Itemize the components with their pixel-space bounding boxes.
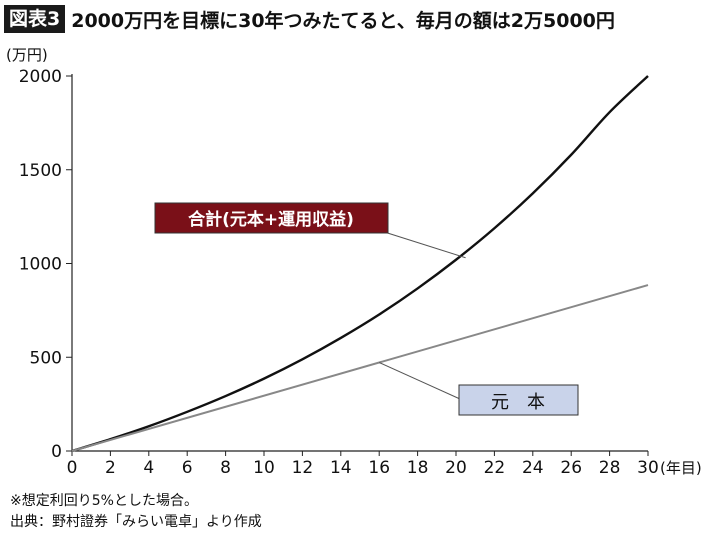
y-tick-label: 0 xyxy=(51,442,62,462)
x-tick-label: 16 xyxy=(368,458,390,478)
x-tick-label: 28 xyxy=(599,458,621,478)
series-line-1 xyxy=(71,284,649,452)
y-axis-unit-label: (万円) xyxy=(6,46,48,64)
x-tick-label: 4 xyxy=(143,458,154,478)
chart-title: 2000万円を目標に30年つみたてると、毎月の額は2万5000円 xyxy=(71,9,615,32)
principal-series-label: 元 本 xyxy=(491,392,545,413)
x-tick-label: 22 xyxy=(484,458,506,478)
x-tick-label: 26 xyxy=(560,458,582,478)
y-tick-label: 1000 xyxy=(19,255,62,275)
title-bar: 図表3 2000万円を目標に30年つみたてると、毎月の額は2万5000円 xyxy=(4,4,615,34)
x-tick-label: 12 xyxy=(292,458,314,478)
figure-badge: 図表3 xyxy=(4,5,66,33)
assumption-note: ※想定利回り5%とした場合。 xyxy=(10,493,198,509)
x-axis-unit-label: (年目) xyxy=(660,459,702,477)
x-tick-label: 18 xyxy=(407,458,429,478)
series-line-0 xyxy=(71,75,649,453)
principal-label-leader xyxy=(378,362,461,400)
x-tick-label: 20 xyxy=(445,458,467,478)
source-note: 出典：野村證券「みらい電卓」より作成 xyxy=(10,514,262,530)
x-tick-label: 30 xyxy=(637,458,659,478)
principal-label-box xyxy=(458,384,579,416)
x-tick-label: 8 xyxy=(220,458,231,478)
x-tick-label: 24 xyxy=(522,458,544,478)
y-tick-label: 1500 xyxy=(19,161,62,181)
y-tick-label: 500 xyxy=(30,348,62,368)
x-tick-label: 0 xyxy=(67,458,78,478)
x-tick-label: 2 xyxy=(105,458,116,478)
x-tick-label: 6 xyxy=(182,458,193,478)
total-series-label: 合計(元本+運用収益) xyxy=(188,209,354,230)
x-tick-label: 10 xyxy=(253,458,275,478)
y-tick-label: 2000 xyxy=(19,67,62,87)
total-label-leader xyxy=(377,229,466,259)
x-tick-label: 14 xyxy=(330,458,352,478)
total-label-box xyxy=(154,202,389,234)
